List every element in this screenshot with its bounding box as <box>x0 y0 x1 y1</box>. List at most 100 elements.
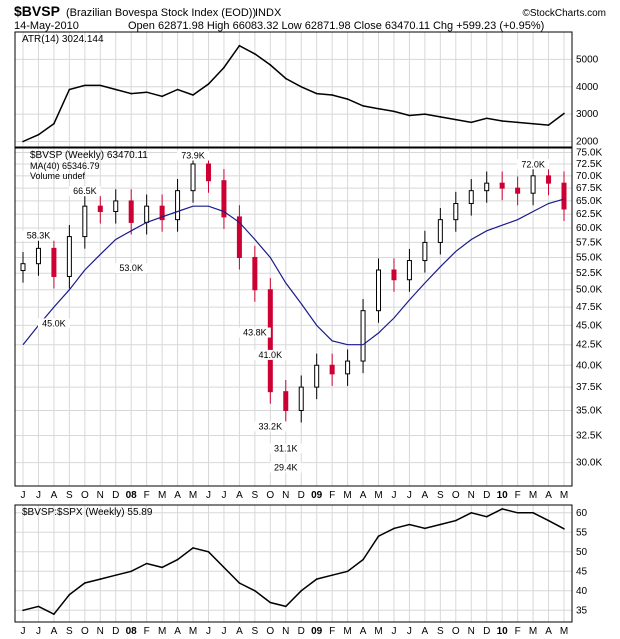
y-tick-label: 30.0K <box>576 458 602 469</box>
x-tick-label: A <box>422 490 429 501</box>
data-point <box>470 512 473 514</box>
data-point <box>485 117 488 120</box>
annotation-bg <box>254 349 287 360</box>
x-tick-label: J <box>391 490 396 501</box>
x-tick-label: O <box>452 490 460 501</box>
candle-body <box>484 182 490 192</box>
y-tick-label: 40.0K <box>576 360 602 371</box>
x-tick-label: D <box>483 626 490 637</box>
y-tick-label: 65.0K <box>576 196 602 207</box>
ratio-legend: $BVSP:$SPX (Weekly) 55.89 <box>22 507 153 518</box>
x-tick-label: F <box>144 490 150 501</box>
y-tick-label: 35.0K <box>576 405 602 416</box>
panel-frame <box>14 504 573 623</box>
atr-panel: 2000 3000 4000 5000 <box>14 31 599 148</box>
data-point <box>362 558 364 561</box>
data-point <box>192 94 194 96</box>
x-tick-label: S <box>252 626 259 637</box>
data-point <box>254 590 256 592</box>
data-point <box>532 512 534 514</box>
x-tick-label: A <box>360 490 367 501</box>
candle-body <box>236 216 242 258</box>
candle-body <box>35 247 41 265</box>
annotation-bg <box>68 186 101 197</box>
data-point <box>393 527 395 530</box>
data-point <box>99 578 102 580</box>
y-tick-label: 52.5K <box>576 268 602 279</box>
annotation-bg <box>254 421 287 432</box>
volume-legend: Volume undef <box>30 171 86 181</box>
x-tick-label: J <box>206 626 211 637</box>
data-point <box>439 116 442 118</box>
y-tick-label: 45.0K <box>576 320 602 331</box>
panel-frame <box>14 147 573 487</box>
annotation-bg <box>269 443 302 454</box>
candle-body <box>205 163 211 182</box>
x-tick-label: J <box>391 626 396 637</box>
x-tick-label: M <box>529 626 537 637</box>
annotation-bg <box>238 327 271 338</box>
annotation-bg <box>269 462 302 473</box>
annotation-label: 29.4K <box>274 462 298 472</box>
candle-body <box>66 236 72 277</box>
candle-body <box>159 205 165 221</box>
data-point <box>84 582 86 584</box>
x-tick-label: A <box>422 626 429 637</box>
x-tick-label: M <box>343 626 351 637</box>
x-tick-label: S <box>437 626 444 637</box>
ma-legend: MA(40) 65346.79 <box>30 161 100 171</box>
y-tick-label: 60.0K <box>576 223 602 234</box>
x-tick-label: A <box>51 626 58 637</box>
annotation-label: 45.0K <box>42 318 66 328</box>
data-point <box>84 84 86 87</box>
data-point <box>37 605 40 608</box>
y-tick-label: 45 <box>576 566 588 577</box>
x-tick-label: J <box>21 626 26 637</box>
candle-body <box>144 205 150 223</box>
y-tick-label: 37.5K <box>576 382 602 393</box>
data-point <box>68 593 71 596</box>
data-point <box>145 91 148 94</box>
x-tick-label: A <box>236 490 243 501</box>
x-tick-label: F <box>515 626 521 637</box>
x-tick-label: M <box>158 490 166 501</box>
x-tick-label: O <box>81 490 89 501</box>
x-tick-label: M <box>560 490 568 501</box>
annotation-label: 43.8K <box>243 328 267 338</box>
data-point <box>424 527 426 530</box>
candle-body <box>221 180 227 218</box>
annotation-label: 31.1K <box>274 443 298 453</box>
data-point <box>346 570 349 573</box>
data-point <box>563 112 565 115</box>
y-tick-label: 2000 <box>576 137 599 148</box>
annotation-label: 66.5K <box>73 186 97 196</box>
x-tick-label: 10 <box>497 490 509 501</box>
data-point <box>99 84 102 87</box>
x-tick-label: N <box>468 490 475 501</box>
candle-body <box>376 269 382 312</box>
x-tick-label: 09 <box>311 626 323 637</box>
x-tick-label: S <box>66 490 73 501</box>
x-tick-label: A <box>51 490 58 501</box>
candle-body <box>515 187 521 194</box>
y-tick-label: 40 <box>576 586 588 597</box>
x-tick-label: N <box>282 626 289 637</box>
annotation-bg <box>22 230 55 241</box>
candle-body <box>82 205 88 238</box>
data-point <box>547 519 550 522</box>
x-tick-label: F <box>329 490 335 501</box>
data-point <box>516 121 519 124</box>
candle-body <box>561 182 567 210</box>
candle-body <box>267 289 273 393</box>
y-tick-label: 3000 <box>576 109 599 120</box>
date-label: 14-May-2010 <box>14 20 79 32</box>
annotation-label: 53.0K <box>119 263 143 273</box>
price-legend: $BVSP (Weekly) 63470.11 <box>30 150 148 161</box>
candle-body <box>360 310 366 362</box>
data-point <box>37 133 40 136</box>
x-tick-label: O <box>266 490 274 501</box>
data-point <box>22 609 24 612</box>
x-tick-label: O <box>81 626 89 637</box>
data-point <box>130 92 132 95</box>
